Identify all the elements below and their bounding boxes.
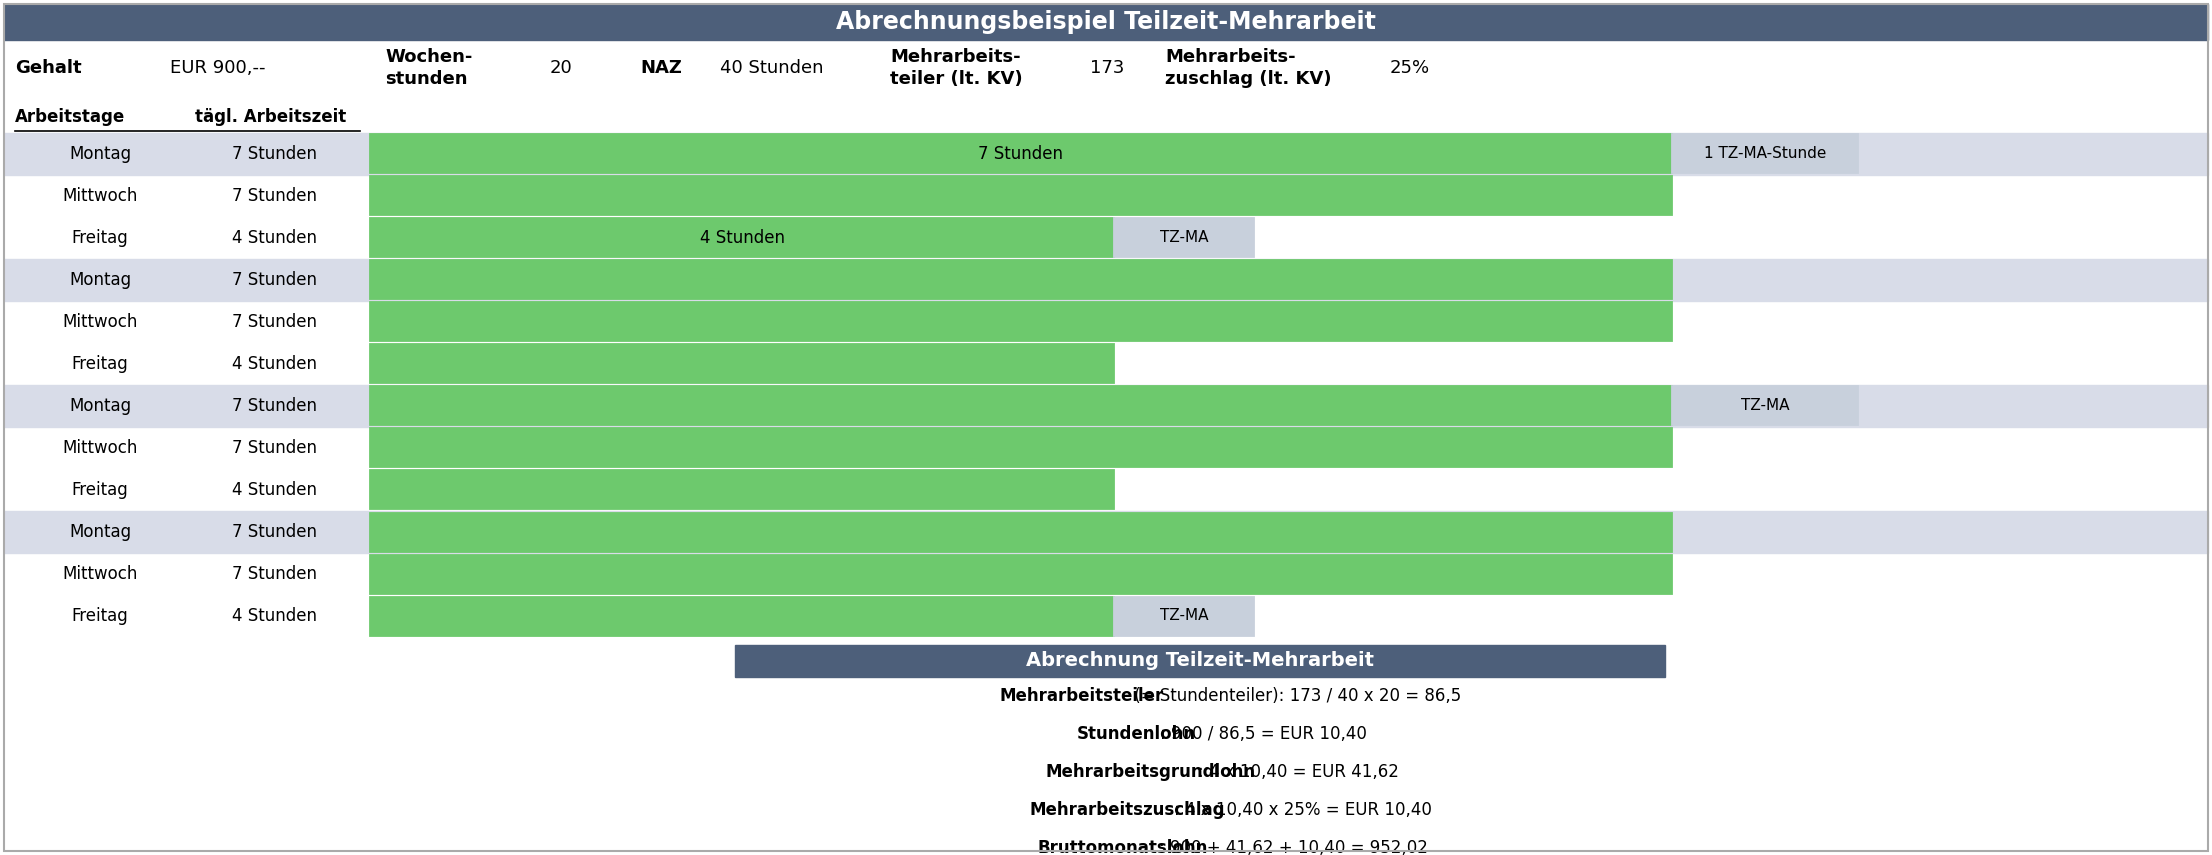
Text: : 4 x 10,40 x 25% = EUR 10,40: : 4 x 10,40 x 25% = EUR 10,40: [1175, 801, 1431, 819]
Text: Stundenlohn: Stundenlohn: [1077, 725, 1197, 743]
Text: Freitag: Freitag: [71, 355, 128, 373]
Text: EUR 900,--: EUR 900,--: [170, 59, 265, 77]
Text: 40 Stunden: 40 Stunden: [719, 59, 823, 77]
Text: Montag: Montag: [69, 523, 131, 541]
Text: 20: 20: [551, 59, 573, 77]
Text: 4 Stunden: 4 Stunden: [232, 355, 319, 373]
Text: 4 Stunden: 4 Stunden: [232, 229, 319, 247]
Bar: [1115, 219, 1254, 257]
Bar: [4, 511, 2208, 553]
Bar: [4, 133, 2208, 175]
Text: Mehrarbeitsteiler: Mehrarbeitsteiler: [1000, 687, 1164, 705]
Text: : 900 + 41,62 + 10,40 = 952,02: : 900 + 41,62 + 10,40 = 952,02: [1159, 839, 1427, 855]
Text: 7 Stunden: 7 Stunden: [232, 397, 319, 415]
Text: 7 Stunden: 7 Stunden: [232, 565, 319, 583]
Text: NAZ: NAZ: [639, 59, 681, 77]
Text: Mittwoch: Mittwoch: [62, 187, 137, 205]
Text: TZ-MA: TZ-MA: [1741, 398, 1790, 414]
Text: Freitag: Freitag: [71, 229, 128, 247]
Text: Gehalt: Gehalt: [15, 59, 82, 77]
Bar: [369, 555, 1672, 593]
Text: Mehrarbeits-
teiler (lt. KV): Mehrarbeits- teiler (lt. KV): [889, 48, 1022, 88]
Bar: [369, 261, 1672, 299]
Text: 1 TZ-MA-Stunde: 1 TZ-MA-Stunde: [1703, 146, 1827, 162]
Text: 7 Stunden: 7 Stunden: [232, 271, 319, 289]
Bar: [1672, 386, 1858, 426]
Text: Bruttomonatslohn: Bruttomonatslohn: [1037, 839, 1208, 855]
Text: Mehrarbeitsgrundlohn: Mehrarbeitsgrundlohn: [1046, 763, 1256, 781]
Text: Wochen-
stunden: Wochen- stunden: [385, 48, 473, 88]
Text: 4 Stunden: 4 Stunden: [232, 607, 319, 625]
Text: Mehrarbeitszuschlag: Mehrarbeitszuschlag: [1029, 801, 1225, 819]
Text: Arbeitstage: Arbeitstage: [15, 108, 126, 126]
Bar: [369, 219, 1115, 257]
Bar: [369, 597, 1115, 635]
Bar: [4, 259, 2208, 301]
Bar: [369, 512, 1672, 551]
Text: Montag: Montag: [69, 271, 131, 289]
Bar: [369, 386, 1672, 426]
Text: 7 Stunden: 7 Stunden: [232, 313, 319, 331]
Text: Mittwoch: Mittwoch: [62, 439, 137, 457]
Text: 7 Stunden: 7 Stunden: [232, 145, 319, 163]
Text: 4 Stunden: 4 Stunden: [699, 229, 785, 247]
Text: Montag: Montag: [69, 397, 131, 415]
Text: TZ-MA: TZ-MA: [1159, 231, 1208, 245]
Text: Montag: Montag: [69, 145, 131, 163]
Text: Abrechnung Teilzeit-Mehrarbeit: Abrechnung Teilzeit-Mehrarbeit: [1026, 652, 1374, 670]
Text: 4 Stunden: 4 Stunden: [232, 481, 319, 499]
Text: : 4 x 10,40 = EUR 41,62: : 4 x 10,40 = EUR 41,62: [1199, 763, 1398, 781]
Text: (= Stundenteiler): 173 / 40 x 20 = 86,5: (= Stundenteiler): 173 / 40 x 20 = 86,5: [1128, 687, 1460, 705]
Bar: [1115, 597, 1254, 635]
Bar: [369, 134, 1672, 174]
Text: Mittwoch: Mittwoch: [62, 565, 137, 583]
Bar: [4, 4, 2208, 40]
Bar: [369, 303, 1672, 341]
Text: Freitag: Freitag: [71, 481, 128, 499]
Text: Abrechnungsbeispiel Teilzeit-Mehrarbeit: Abrechnungsbeispiel Teilzeit-Mehrarbeit: [836, 10, 1376, 34]
Bar: [734, 645, 1666, 677]
Bar: [4, 385, 2208, 427]
Text: Mehrarbeits-
zuschlag (lt. KV): Mehrarbeits- zuschlag (lt. KV): [1166, 48, 1332, 88]
Text: 173: 173: [1091, 59, 1124, 77]
Bar: [369, 345, 1115, 384]
Bar: [369, 176, 1672, 215]
Text: : 900 / 86,5 = EUR 10,40: : 900 / 86,5 = EUR 10,40: [1161, 725, 1367, 743]
Text: 7 Stunden: 7 Stunden: [232, 187, 319, 205]
Text: Mittwoch: Mittwoch: [62, 313, 137, 331]
Text: 7 Stunden: 7 Stunden: [978, 145, 1064, 163]
Text: 7 Stunden: 7 Stunden: [232, 439, 319, 457]
Text: Freitag: Freitag: [71, 607, 128, 625]
Text: 7 Stunden: 7 Stunden: [232, 523, 319, 541]
Text: TZ-MA: TZ-MA: [1159, 609, 1208, 623]
Text: tägl. Arbeitszeit: tägl. Arbeitszeit: [195, 108, 347, 126]
Bar: [1672, 134, 1858, 174]
Text: 25%: 25%: [1389, 59, 1431, 77]
Bar: [369, 428, 1672, 468]
Bar: [369, 470, 1115, 510]
